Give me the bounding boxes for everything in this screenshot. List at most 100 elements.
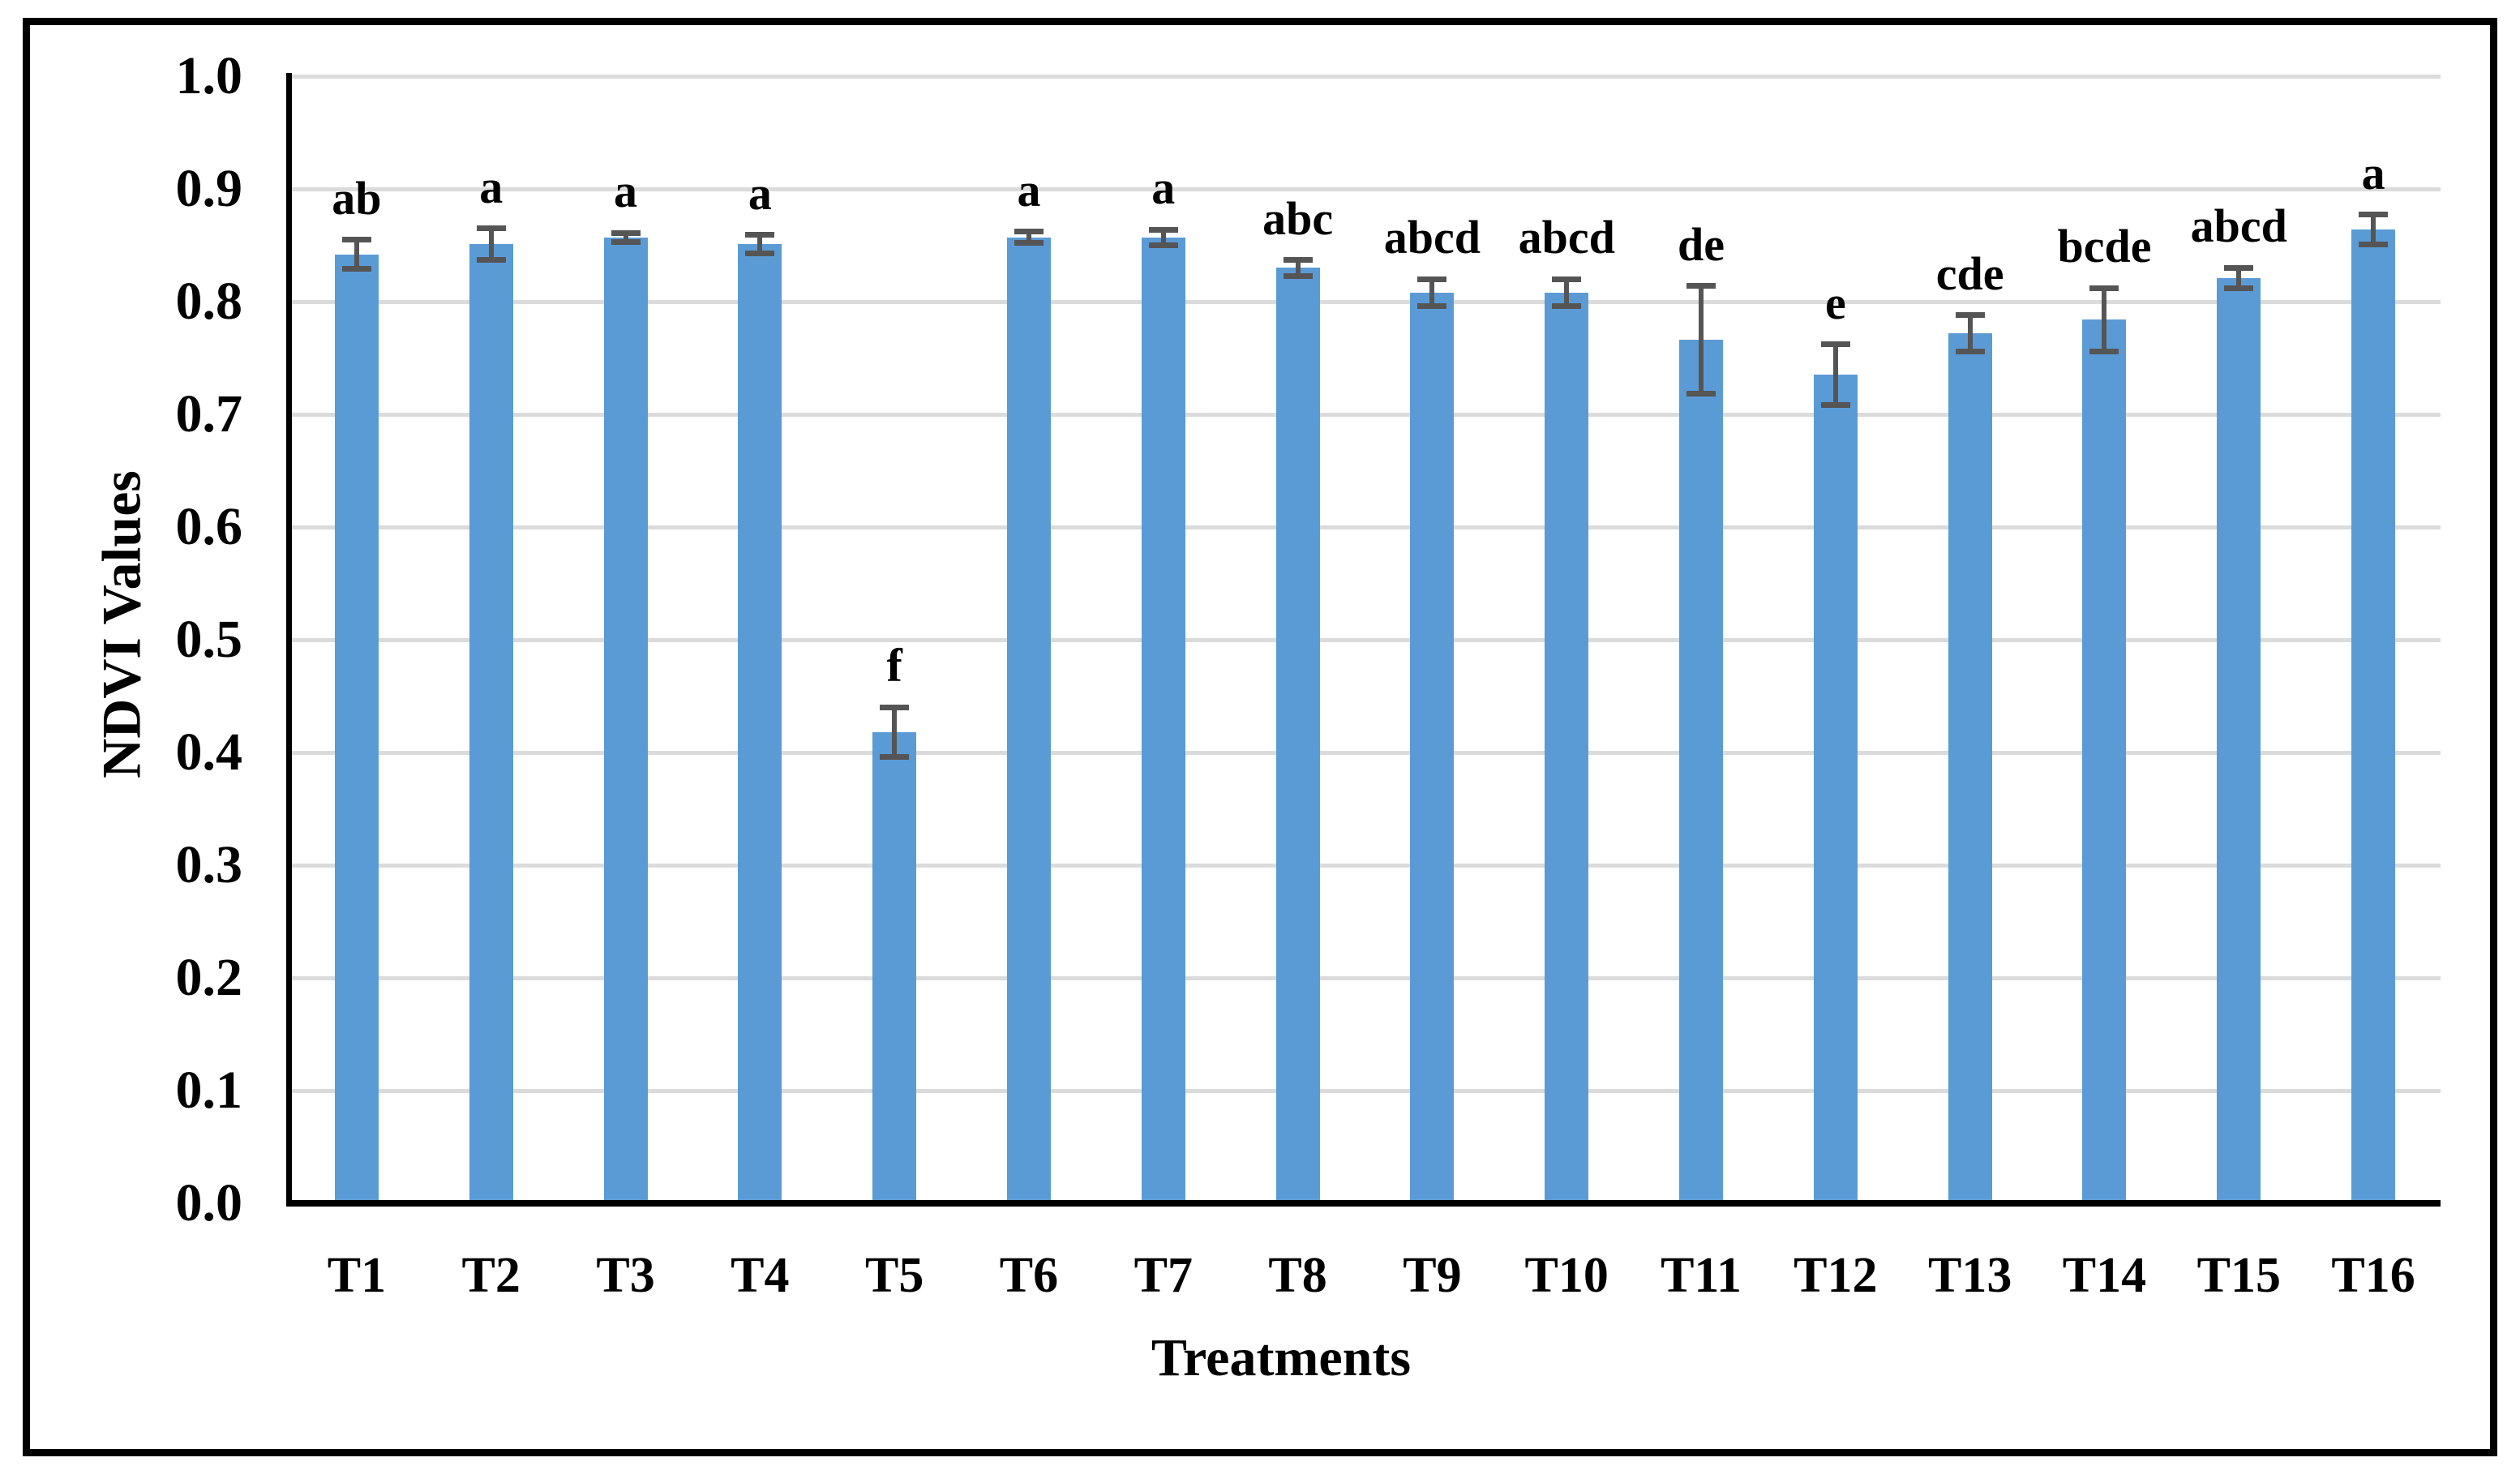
y-tick-label: 1.0: [175, 46, 243, 105]
y-tick-label: 0.8: [175, 272, 243, 331]
y-tick-label: 0.6: [175, 497, 243, 556]
x-tick-label: T12: [1794, 1248, 1878, 1303]
error-bar-cap: [611, 229, 641, 236]
bar-t14: [2082, 319, 2127, 1203]
error-bar-cap: [1283, 272, 1313, 279]
y-tick-label: 0.1: [175, 1061, 243, 1120]
gridline: [289, 413, 2441, 417]
error-bar-line: [1295, 259, 1301, 277]
x-tick-label: T13: [1927, 1248, 2012, 1303]
error-bar-cap: [2089, 285, 2119, 291]
x-tick-label: T4: [731, 1248, 790, 1303]
bar-t3: [603, 237, 648, 1203]
bar-t4: [738, 244, 782, 1203]
y-tick-label: 0.7: [175, 384, 243, 444]
error-bar-line: [354, 239, 359, 269]
gridline: [289, 864, 2441, 868]
gridline: [289, 638, 2441, 642]
significance-letter: f: [886, 639, 902, 692]
error-bar-cap: [1417, 303, 1447, 310]
bar-t1: [334, 254, 379, 1203]
x-tick-label: T10: [1524, 1248, 1609, 1303]
significance-letter: de: [1678, 217, 1725, 271]
error-bar-cap: [745, 232, 775, 238]
x-tick-label: T6: [999, 1248, 1059, 1303]
significance-letter: a: [1017, 163, 1041, 216]
significance-letter: e: [1824, 276, 1846, 329]
error-bar-cap: [1552, 303, 1582, 310]
error-bar-cap: [476, 257, 506, 264]
bar-t13: [1948, 332, 1992, 1203]
error-bar-line: [1026, 231, 1031, 243]
x-tick-label: T3: [596, 1248, 655, 1303]
error-bar-cap: [1014, 229, 1044, 235]
x-tick-label: T8: [1268, 1248, 1327, 1303]
bar-t5: [872, 731, 917, 1203]
error-bar-cap: [2224, 285, 2254, 291]
y-tick-label: 0.9: [175, 159, 243, 218]
significance-letter: abc: [1262, 191, 1334, 245]
error-bar-cap: [1820, 341, 1850, 348]
error-bar-cap: [2224, 264, 2254, 271]
error-bar-cap: [1148, 226, 1178, 233]
significance-letter: abcd: [1518, 211, 1615, 264]
bar-t2: [469, 244, 513, 1203]
bar-t11: [1679, 340, 1724, 1203]
error-bar-line: [892, 707, 898, 757]
error-bar-cap: [1148, 242, 1178, 248]
bar-t7: [1141, 237, 1185, 1203]
bar-t15: [2217, 277, 2261, 1203]
x-axis-title: Treatments: [1151, 1328, 1412, 1387]
x-tick-label: T1: [327, 1248, 387, 1303]
error-bar-cap: [1686, 283, 1716, 289]
bar-t6: [1006, 237, 1051, 1203]
bar-t9: [1410, 292, 1455, 1203]
error-bar-line: [2102, 288, 2107, 352]
significance-letter: ab: [332, 171, 382, 225]
error-bar-cap: [2359, 212, 2389, 218]
error-bar-cap: [341, 237, 371, 243]
error-bar-cap: [1417, 276, 1447, 282]
x-tick-label: T11: [1661, 1248, 1742, 1303]
x-tick-label: T2: [461, 1248, 521, 1303]
bar-t8: [1275, 268, 1320, 1203]
x-tick-label: T15: [2196, 1248, 2281, 1303]
significance-letter: a: [2361, 146, 2385, 199]
error-bar-cap: [1820, 402, 1850, 409]
x-axis-line: [286, 1200, 2441, 1207]
y-tick-label: 0.3: [175, 835, 243, 894]
error-bar-line: [1429, 279, 1435, 307]
error-bar-cap: [1283, 257, 1313, 264]
error-bar-line: [623, 233, 628, 242]
error-bar-cap: [2089, 348, 2119, 354]
error-bar-cap: [880, 704, 910, 710]
error-bar-line: [2371, 214, 2376, 245]
gridline: [289, 187, 2441, 191]
gridline: [289, 751, 2441, 755]
error-bar-cap: [1552, 276, 1582, 282]
error-bar-line: [1832, 344, 1838, 405]
x-tick-label: T16: [2331, 1248, 2415, 1303]
error-bar-cap: [341, 266, 371, 272]
gridline: [289, 1089, 2441, 1093]
error-bar-line: [2236, 268, 2242, 289]
significance-letter: cde: [1935, 246, 2004, 300]
gridline: [289, 300, 2441, 304]
y-tick-label: 0.2: [175, 948, 243, 1007]
gridline: [289, 525, 2441, 529]
significance-letter: bcde: [2057, 220, 2152, 273]
y-tick-label: 0.5: [175, 610, 243, 669]
significance-letter: a: [479, 160, 504, 213]
error-bar-line: [757, 234, 763, 254]
error-bar-cap: [1686, 391, 1716, 397]
significance-letter: a: [1151, 161, 1176, 215]
error-bar-line: [1160, 229, 1166, 246]
x-tick-label: T9: [1403, 1248, 1462, 1303]
y-tick-label: 0.0: [175, 1173, 243, 1232]
significance-letter: abcd: [2190, 199, 2287, 253]
error-bar-cap: [1955, 348, 1985, 354]
error-bar-line: [1564, 279, 1570, 307]
error-bar-cap: [611, 238, 641, 245]
gridline: [289, 976, 2441, 980]
